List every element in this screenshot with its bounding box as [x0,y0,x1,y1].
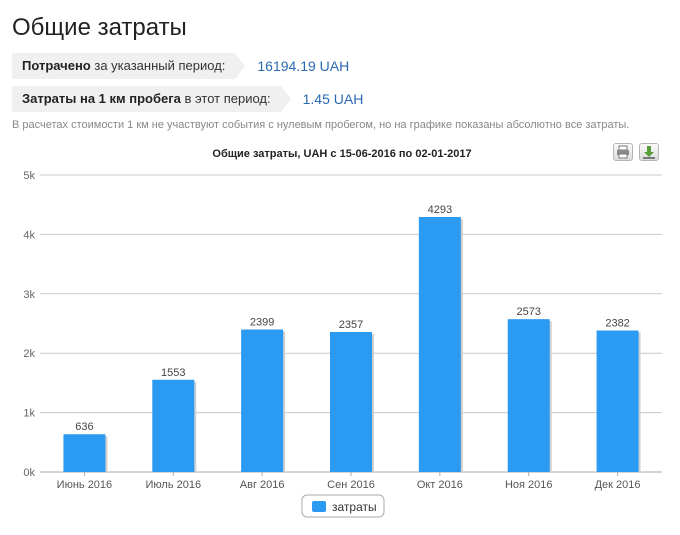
bar-chart: Общие затраты, UAH с 15-06-2016 по 02-01… [23,148,662,518]
legend-swatch [312,501,326,512]
x-tick-label: Июль 2016 [145,479,201,491]
x-tick-label: Дек 2016 [595,479,641,491]
bar[interactable] [596,330,639,472]
stat-total-spent: Потрачено за указанный период: 16194.19 … [12,53,349,79]
x-tick-label: Сен 2016 [327,479,375,491]
bar-value-label: 2399 [250,316,274,328]
y-tick-label: 5k [23,170,35,182]
bar-value-label: 2573 [516,306,540,318]
stat-cost-per-km-label: Затраты на 1 км пробега в этот период: [12,86,291,112]
chart-title: Общие затраты, UAH с 15-06-2016 по 02-01… [212,148,471,160]
y-tick-label: 3k [23,289,35,301]
bar[interactable] [63,434,106,472]
stat-total-spent-label-bold: Потрачено [22,58,91,73]
bar[interactable] [418,216,461,472]
stat-cost-per-km: Затраты на 1 км пробега в этот период: 1… [12,86,363,112]
print-button[interactable] [613,143,633,161]
x-tick-label: Ноя 2016 [505,479,553,491]
stat-total-spent-label: Потрачено за указанный период: [12,53,246,79]
bar-value-label: 2357 [339,319,363,331]
bar-value-label: 2382 [605,318,629,330]
stat-cost-per-km-label-bold: Затраты на 1 км пробега [22,91,181,106]
stat-cost-per-km-label-rest: в этот период: [180,91,271,106]
bar-value-label: 4293 [428,204,452,216]
bar-value-label: 1553 [161,367,185,379]
x-tick-label: Июнь 2016 [57,479,113,491]
x-tick-label: Авг 2016 [240,479,285,491]
y-tick-label: 4k [23,229,35,241]
chart-legend[interactable]: затраты [301,494,385,518]
legend-label: затраты [332,500,377,514]
stat-cost-per-km-value: 1.45 UAH [302,91,364,107]
bar[interactable] [152,379,195,472]
bar[interactable] [241,329,284,472]
bar[interactable] [330,331,372,472]
page-title: Общие затраты [12,14,187,41]
stat-total-spent-label-rest: за указанный период: [90,58,226,73]
calculation-note: В расчетах стоимости 1 км не участвуют с… [12,119,630,131]
y-tick-label: 2k [23,348,35,360]
x-tick-label: Окт 2016 [417,479,463,491]
bar-value-label: 636 [75,421,93,433]
y-tick-label: 1k [23,408,35,420]
y-tick-label: 0k [23,467,35,479]
download-icon [643,146,655,159]
bar[interactable] [507,319,550,472]
stat-total-spent-value: 16194.19 UAH [257,58,350,74]
printer-icon [617,145,629,159]
download-button[interactable] [639,143,659,161]
